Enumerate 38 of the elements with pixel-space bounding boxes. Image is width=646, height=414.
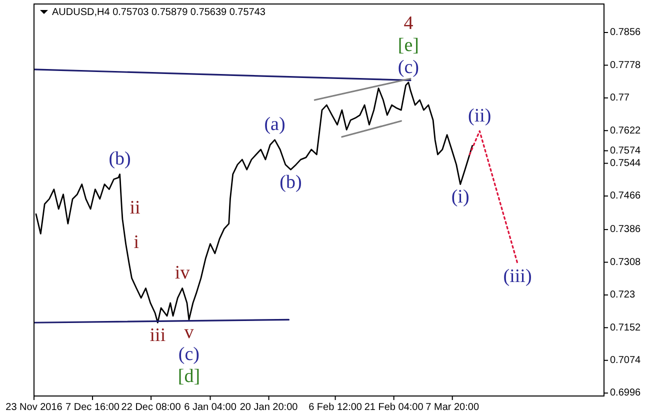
y-tick-label: 0.7856 bbox=[610, 27, 642, 38]
annotation: (ii) bbox=[468, 105, 492, 126]
annotation: iii bbox=[150, 324, 166, 346]
chart-title: AUDUSD,H4 0.75703 0.75879 0.75639 0.75743 bbox=[52, 7, 266, 18]
y-tick-label: 0.7466 bbox=[610, 190, 642, 202]
x-tick-label: 6 Feb 12:00 bbox=[308, 402, 362, 413]
annotation: (c) bbox=[178, 344, 200, 366]
annotation: (iii) bbox=[503, 266, 532, 287]
x-tick-label: 21 Feb 04:00 bbox=[364, 402, 424, 413]
y-tick-label: 0.723 bbox=[610, 290, 636, 301]
annotation: [d] bbox=[178, 366, 200, 388]
y-tick-label: 0.7152 bbox=[610, 322, 642, 334]
y-tick-label: 0.7386 bbox=[610, 224, 642, 236]
annotation: [e] bbox=[398, 34, 420, 56]
y-tick-label: 0.77 bbox=[610, 92, 630, 104]
x-tick-label: 7 Dec 16:00 bbox=[66, 402, 120, 413]
annotation: ii bbox=[130, 197, 140, 218]
annotation: (c) bbox=[398, 56, 420, 78]
y-tick-label: 0.7622 bbox=[610, 125, 642, 136]
y-tick-label: 0.7574 bbox=[610, 145, 642, 156]
y-tick-label: 0.7544 bbox=[610, 158, 642, 169]
x-tick-label: 22 Dec 08:00 bbox=[121, 402, 182, 413]
annotation: (i) bbox=[451, 186, 470, 208]
annotation: iv bbox=[174, 262, 190, 284]
x-tick-label: 7 Mar 20:00 bbox=[426, 402, 480, 413]
x-tick-label: 6 Jan 04:00 bbox=[184, 402, 237, 413]
y-tick-label: 0.7778 bbox=[610, 60, 642, 71]
annotation: v bbox=[184, 322, 194, 344]
x-tick-label: 23 Nov 2016 bbox=[6, 402, 63, 413]
y-tick-label: 0.6996 bbox=[610, 388, 642, 399]
x-tick-label: 20 Jan 20:00 bbox=[240, 402, 298, 413]
annotation: (b) bbox=[280, 172, 302, 193]
annotation: 4 bbox=[404, 12, 414, 34]
y-tick-label: 0.7074 bbox=[610, 355, 642, 366]
annotation: i bbox=[134, 232, 140, 254]
y-tick-label: 0.7308 bbox=[610, 256, 642, 268]
annotation: (a) bbox=[264, 114, 286, 136]
annotation: (b) bbox=[108, 148, 131, 170]
